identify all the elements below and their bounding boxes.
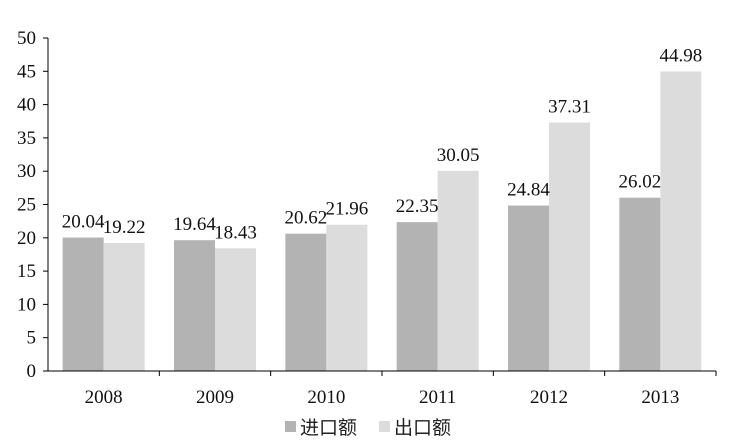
- x-axis-ticks: 2008 2009 2010 2011 2012 2013: [85, 371, 717, 408]
- bar-import-2009: [174, 240, 215, 371]
- bars: [62, 71, 702, 371]
- legend: 进口额 出口额: [0, 412, 736, 440]
- x-tick-label: 2012: [530, 387, 568, 408]
- bar-import-2008: [62, 237, 104, 371]
- y-tick-label: 40: [17, 95, 36, 116]
- y-tick-label: 0: [27, 361, 37, 382]
- bar-export-2012: [549, 122, 590, 371]
- y-tick-label: 20: [17, 228, 36, 249]
- data-label: 19.64: [173, 214, 216, 235]
- x-tick-label: 2010: [307, 387, 345, 408]
- y-tick-label: 25: [17, 195, 36, 216]
- data-label: 19.22: [103, 217, 146, 238]
- data-label: 21.96: [325, 199, 368, 220]
- data-label: 18.43: [214, 222, 257, 243]
- bar-import-2011: [396, 222, 438, 371]
- data-label: 44.98: [659, 45, 702, 66]
- data-label: 20.04: [62, 212, 105, 233]
- y-tick-label: 35: [17, 128, 36, 149]
- y-tick-label: 15: [17, 261, 36, 282]
- y-tick-label: 10: [17, 294, 36, 315]
- bar-export-2010: [326, 224, 368, 371]
- bar-export-2008: [103, 242, 145, 371]
- bar-import-2010: [285, 233, 327, 371]
- legend-swatch-export: [379, 420, 390, 432]
- legend-label-import: 进口额: [299, 416, 357, 439]
- data-label: 26.02: [618, 172, 661, 193]
- legend-swatch-import: [284, 420, 296, 432]
- x-tick-label: 2009: [196, 387, 234, 408]
- legend-label-export: 出口额: [394, 416, 452, 439]
- data-label: 30.05: [437, 145, 480, 166]
- y-tick-label: 5: [27, 328, 37, 349]
- bar-import-2013: [619, 197, 661, 371]
- bar-export-2013: [660, 71, 702, 371]
- y-axis-ticks: 0 5 10 15 20 25 30 35 40 45 50: [17, 28, 48, 382]
- x-tick-label: 2008: [85, 387, 123, 408]
- data-label: 24.84: [507, 180, 550, 201]
- bar-export-2009: [215, 248, 256, 371]
- x-tick-label: 2011: [419, 387, 456, 408]
- bar-export-2011: [437, 170, 479, 371]
- bar-import-2012: [508, 205, 549, 371]
- y-tick-label: 30: [17, 161, 36, 182]
- data-label: 22.35: [396, 196, 439, 217]
- data-label: 20.62: [284, 208, 327, 229]
- legend-item-import: 进口额: [284, 413, 357, 440]
- legend-item-export: 出口额: [379, 413, 451, 440]
- data-label: 37.31: [548, 97, 591, 118]
- y-tick-label: 50: [17, 28, 36, 49]
- y-tick-label: 45: [17, 61, 36, 82]
- x-tick-label: 2013: [641, 387, 679, 408]
